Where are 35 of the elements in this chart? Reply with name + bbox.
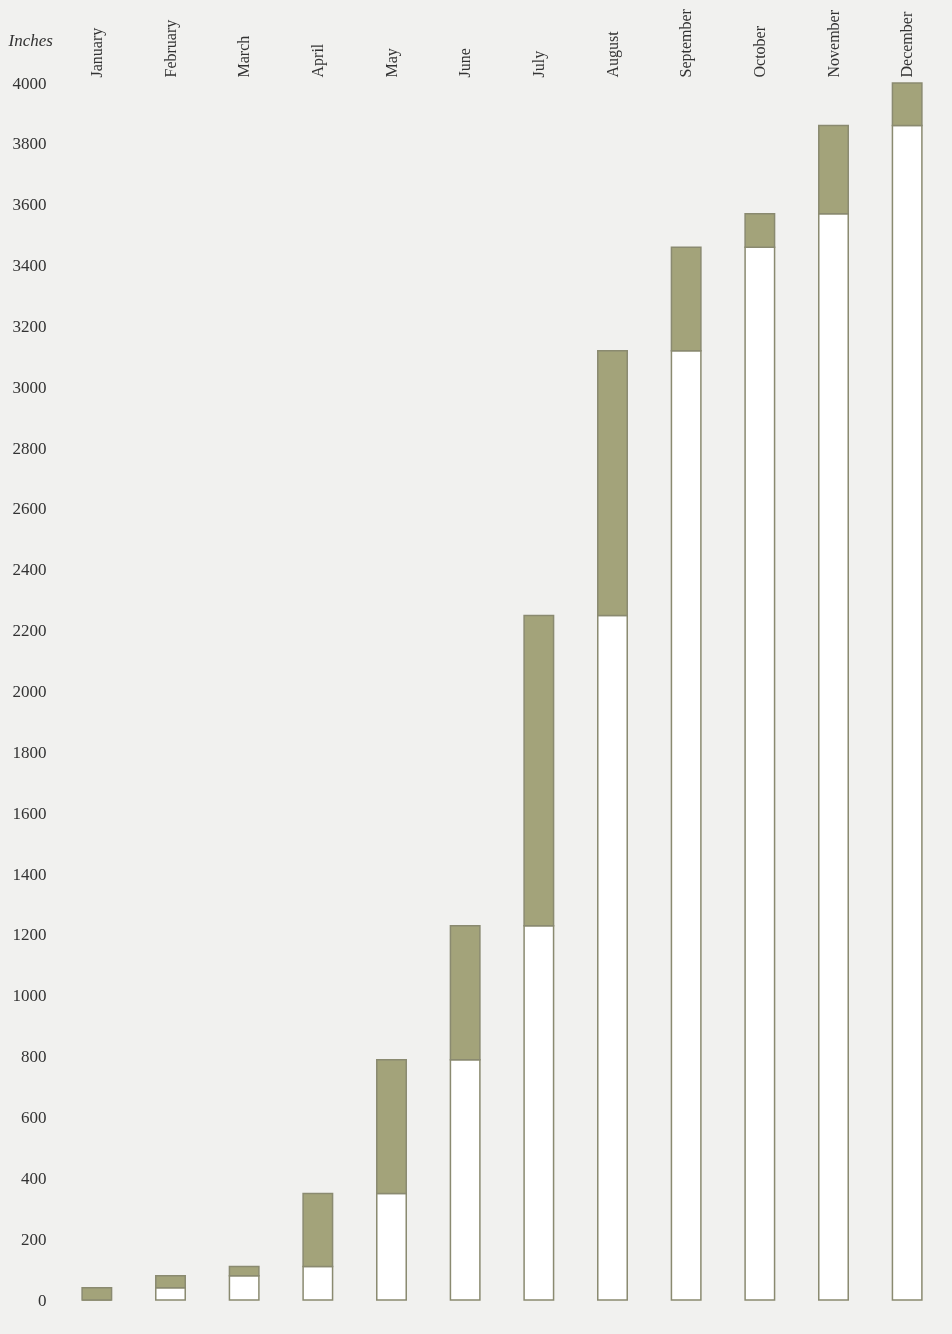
y-tick-label: 2200 — [12, 621, 47, 641]
x-tick-label: August — [603, 30, 622, 78]
x-tick-label: April — [308, 43, 327, 78]
y-tick-label: 1400 — [12, 864, 47, 884]
x-tick-label: March — [235, 35, 253, 78]
y-tick-label: 2000 — [12, 682, 47, 701]
x-tick-label: November — [824, 9, 842, 78]
x-tick-label: January — [87, 27, 106, 78]
y-tick-label: 4000 — [12, 73, 47, 93]
y-tick-label: 1200 — [12, 925, 47, 945]
y-tick-label: 400 — [21, 1168, 47, 1188]
y-tick-label: 3800 — [12, 134, 47, 154]
x-tick-label: February — [161, 19, 180, 78]
x-tick-label: June — [456, 48, 474, 78]
y-tick-label: 1000 — [12, 986, 47, 1006]
y-tick-label: 200 — [21, 1229, 47, 1249]
y-tick-label: 600 — [21, 1107, 47, 1127]
y-tick-label: 3400 — [12, 256, 47, 276]
x-tick-label: December — [898, 11, 916, 78]
x-tick-label: October — [750, 25, 768, 78]
x-tick-label: September — [677, 8, 696, 78]
y-tick-label: 1800 — [12, 742, 47, 762]
y-tick-label: 0 — [38, 1290, 47, 1310]
y-tick-label: 2600 — [12, 499, 47, 519]
x-tick-label: July — [529, 50, 548, 78]
y-tick-label: 3000 — [12, 377, 47, 397]
y-tick-label: 3200 — [12, 316, 47, 336]
y-tick-label: 1600 — [12, 803, 47, 823]
y-axis-title: Inches — [7, 30, 54, 50]
x-tick-label: May — [382, 48, 401, 78]
y-tick-label: 3600 — [12, 195, 47, 215]
bar — [81, 1287, 113, 1301]
y-tick-label: 2400 — [12, 560, 47, 580]
y-tick-label: 800 — [21, 1047, 47, 1067]
y-tick-label: 2800 — [12, 438, 47, 458]
